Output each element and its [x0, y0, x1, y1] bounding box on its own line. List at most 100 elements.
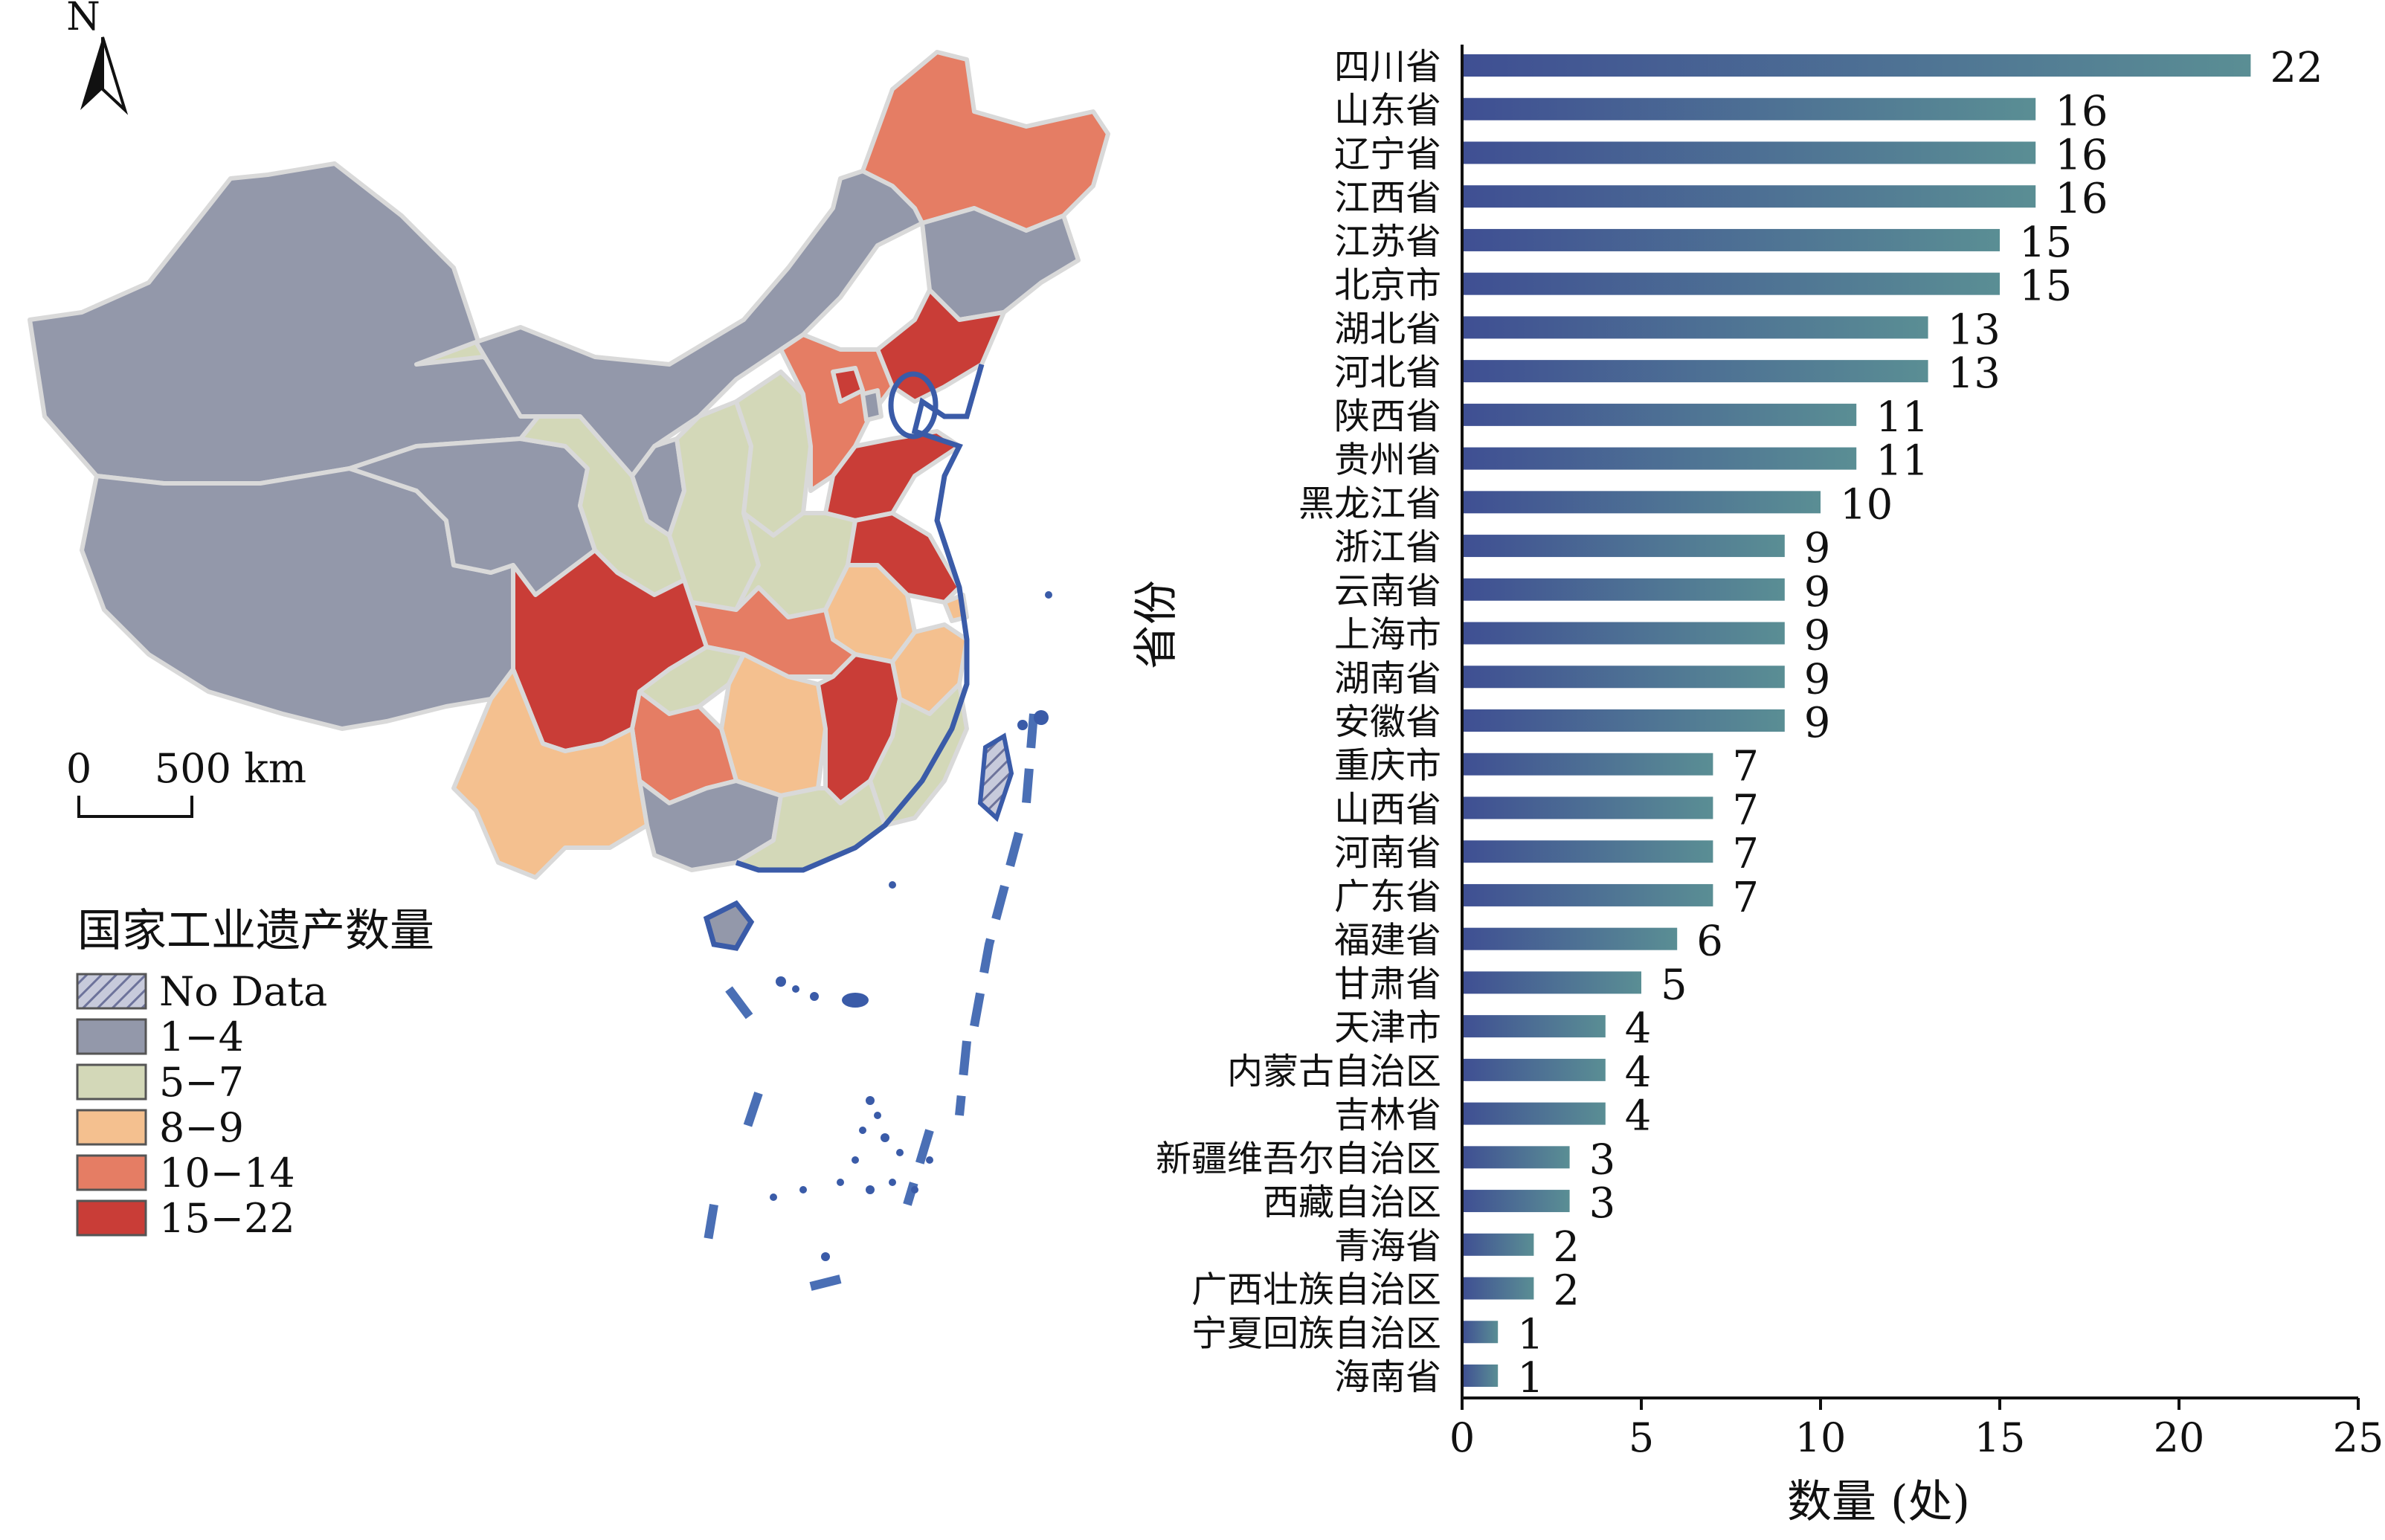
value-label: 3 — [1589, 1135, 1616, 1184]
legend-swatch — [76, 1063, 147, 1101]
x-tick-label: 15 — [1974, 1414, 2026, 1461]
value-label: 6 — [1696, 918, 1723, 966]
bar — [1462, 1321, 1499, 1344]
china-map-panel: N — [0, 0, 1145, 1537]
category-label: 宁夏回族自治区 — [1191, 1312, 1441, 1354]
bar — [1462, 753, 1713, 776]
bar — [1462, 709, 1785, 732]
bar — [1462, 840, 1713, 863]
category-label: 江苏省 — [1334, 221, 1441, 262]
legend-swatch — [76, 973, 147, 1010]
scale-zero: 0 — [66, 745, 91, 792]
value-label: 7 — [1732, 874, 1759, 922]
bar — [1462, 316, 1928, 339]
category-label: 福建省 — [1334, 920, 1441, 961]
legend-label: 1−4 — [159, 1014, 244, 1060]
category-label: 河北省 — [1334, 352, 1441, 393]
bohai-sea — [888, 371, 939, 439]
value-label: 1 — [1517, 1354, 1544, 1402]
scale-bar: 0 500 km — [66, 745, 306, 818]
legend-swatch — [76, 1154, 147, 1191]
category-label: 青海省 — [1334, 1225, 1441, 1267]
category-label: 江西省 — [1334, 177, 1441, 219]
south-sea-islands — [770, 591, 1052, 1261]
region-heilongjiang — [860, 50, 1110, 233]
bar-chart: 四川省山东省辽宁省江西省江苏省北京市湖北省河北省陕西省贵州省黑龙江省浙江省云南省… — [1130, 44, 2384, 1528]
x-tick-label: 5 — [1629, 1414, 1654, 1461]
north-label: N — [66, 0, 100, 39]
value-label: 2 — [1553, 1223, 1580, 1272]
value-label: 4 — [1625, 1048, 1652, 1097]
legend-swatch — [76, 1199, 147, 1237]
category-label: 重庆市 — [1334, 745, 1441, 787]
bar — [1462, 403, 1857, 426]
value-label: 7 — [1732, 830, 1759, 878]
value-label: 9 — [1804, 699, 1831, 747]
bar — [1462, 1190, 1570, 1213]
china-map: N — [28, 0, 1110, 1291]
region-hebei — [779, 332, 895, 493]
x-tick-label: 20 — [2154, 1414, 2205, 1461]
bar — [1462, 141, 2036, 164]
category-label: 天津市 — [1334, 1007, 1441, 1048]
value-label: 11 — [1876, 437, 1928, 486]
x-tick-label: 0 — [1449, 1414, 1475, 1461]
legend-swatch — [76, 1109, 147, 1146]
category-label: 河南省 — [1334, 832, 1441, 874]
legend-label: 15−22 — [159, 1195, 295, 1242]
category-label: 甘肃省 — [1334, 963, 1441, 1005]
value-label: 4 — [1625, 1092, 1652, 1141]
value-label: 4 — [1625, 1005, 1652, 1053]
bar — [1462, 1015, 1606, 1038]
category-label: 黑龙江省 — [1298, 483, 1441, 524]
value-label: 13 — [1948, 306, 2001, 354]
value-label: 22 — [2270, 44, 2323, 92]
value-label: 16 — [2055, 88, 2108, 136]
bar — [1462, 185, 2036, 208]
category-label: 广西壮族自治区 — [1191, 1269, 1441, 1311]
category-label: 山东省 — [1334, 90, 1441, 132]
value-label: 9 — [1804, 524, 1831, 573]
y-axis-title: 省份 — [1130, 580, 1182, 669]
value-label: 9 — [1804, 655, 1831, 703]
legend-label: 10−14 — [159, 1150, 295, 1196]
value-label: 7 — [1732, 743, 1759, 791]
value-label: 16 — [2055, 175, 2108, 223]
category-label: 云南省 — [1334, 570, 1441, 612]
region-beijing — [831, 366, 865, 404]
category-label: 安徽省 — [1334, 701, 1441, 743]
bar — [1462, 666, 1785, 689]
legend-swatch — [76, 1018, 147, 1055]
bar — [1462, 1233, 1534, 1256]
category-label: 内蒙古自治区 — [1227, 1051, 1441, 1092]
bar — [1462, 535, 1785, 558]
value-label: 9 — [1804, 568, 1831, 616]
value-label: 16 — [2055, 131, 2108, 179]
x-tick-label: 25 — [2333, 1414, 2384, 1461]
bar — [1462, 491, 1821, 514]
category-label: 陕西省 — [1334, 396, 1441, 437]
bar — [1462, 1277, 1534, 1300]
category-label: 北京市 — [1334, 265, 1441, 306]
value-label: 10 — [1840, 480, 1893, 529]
value-label: 11 — [1876, 393, 1928, 442]
value-label: 9 — [1804, 612, 1831, 660]
north-arrow-icon: N — [66, 0, 129, 115]
region-taiwan — [977, 732, 1014, 822]
coastline — [735, 364, 985, 873]
category-label: 浙江省 — [1334, 526, 1441, 568]
category-label: 新疆维吾尔自治区 — [1156, 1138, 1441, 1179]
maritime-boundary — [702, 713, 1038, 1291]
region-xinjiang — [28, 161, 553, 486]
bar — [1462, 447, 1857, 470]
region-fujian — [868, 682, 969, 828]
legend-label: 5−7 — [159, 1059, 244, 1106]
legend-label: 8−9 — [159, 1104, 244, 1151]
bar — [1462, 927, 1678, 950]
bar — [1462, 622, 1785, 645]
scale-distance: 500 km — [155, 745, 306, 792]
bar — [1462, 1365, 1499, 1387]
category-label: 山西省 — [1334, 788, 1441, 830]
bar — [1462, 578, 1785, 601]
